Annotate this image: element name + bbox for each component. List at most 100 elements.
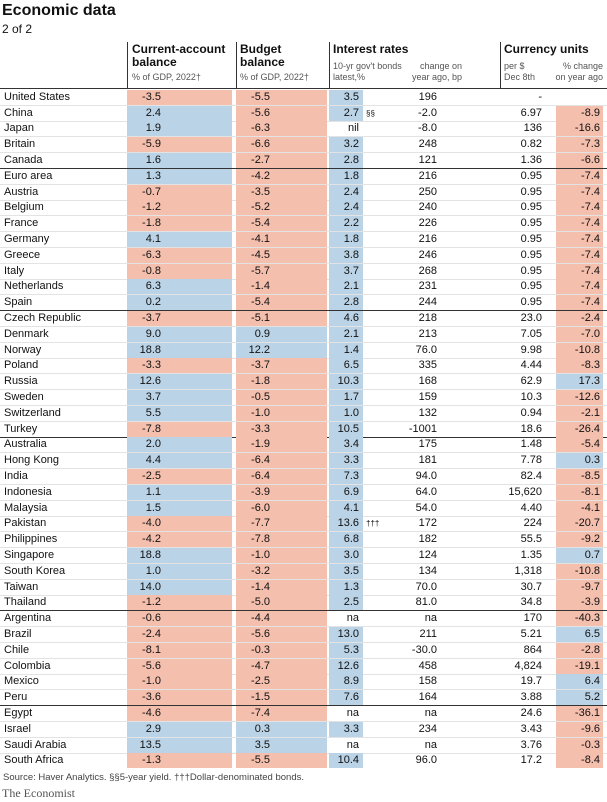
yield-change: 213 bbox=[418, 327, 437, 340]
per-dollar: 30.7 bbox=[520, 580, 542, 593]
country: Sweden bbox=[4, 391, 44, 403]
per-dollar: 0.94 bbox=[520, 406, 542, 419]
currency-change: -7.4 bbox=[556, 279, 603, 295]
current-account: -3.6 bbox=[127, 690, 232, 706]
row-rule bbox=[0, 626, 607, 628]
country: Philippines bbox=[4, 533, 58, 546]
country: Turkey bbox=[4, 422, 38, 435]
row-rule bbox=[0, 294, 607, 296]
per-dollar: 1.35 bbox=[520, 549, 542, 561]
currency-change: 0.3 bbox=[556, 453, 603, 469]
per-dollar: 7.05 bbox=[520, 327, 542, 340]
currency-change: -7.4 bbox=[556, 247, 603, 263]
currency-change: -16.6 bbox=[556, 121, 603, 137]
current-account: 2.9 bbox=[127, 721, 232, 737]
yield-change: -30.0 bbox=[411, 643, 437, 656]
current-account: 18.8 bbox=[127, 548, 232, 563]
yield-change: 81.0 bbox=[415, 596, 437, 609]
current-account: 2.4 bbox=[127, 105, 232, 121]
current-account: -6.3 bbox=[127, 247, 232, 263]
yield-change: 70.0 bbox=[415, 580, 437, 593]
current-account: -2.4 bbox=[127, 627, 232, 642]
budget-balance: -5.4 bbox=[236, 216, 327, 232]
row-rule bbox=[0, 262, 607, 264]
currency-change: -9.2 bbox=[556, 532, 603, 548]
row-rule bbox=[0, 104, 607, 106]
budget-balance: -5.4 bbox=[236, 295, 327, 311]
per-dollar: 224 bbox=[523, 517, 542, 530]
row-rule bbox=[0, 657, 607, 659]
publisher: The Economist bbox=[2, 786, 75, 800]
bond-yield: 2.4 bbox=[329, 184, 363, 200]
currency-change: -8.9 bbox=[556, 105, 603, 121]
yield-change: 96.0 bbox=[415, 754, 437, 767]
title: Economic data bbox=[2, 2, 116, 19]
budget-balance: -6.4 bbox=[236, 469, 327, 484]
bond-yield: 4.6 bbox=[329, 311, 363, 326]
country: Britain bbox=[4, 138, 36, 151]
row-rule bbox=[0, 389, 607, 391]
per-dollar: 3.76 bbox=[520, 738, 542, 751]
country: Taiwan bbox=[4, 580, 39, 593]
country: China bbox=[4, 106, 33, 119]
current-account: 1.5 bbox=[127, 500, 232, 516]
per-dollar: 4.40 bbox=[520, 501, 542, 514]
row-rule bbox=[0, 231, 607, 233]
column-unit: 10-yr gov't bonds latest,% bbox=[333, 61, 402, 82]
yield-change: 168 bbox=[418, 375, 437, 388]
bond-yield: 10.5 bbox=[329, 421, 363, 437]
yield-change: -1001 bbox=[408, 422, 437, 435]
country: Saudi Arabia bbox=[4, 738, 67, 751]
per-dollar: 0.95 bbox=[520, 201, 542, 214]
per-dollar: 0.95 bbox=[520, 296, 542, 309]
budget-balance: -5.2 bbox=[236, 200, 327, 216]
column-unit: change on year ago, bp bbox=[411, 61, 462, 82]
group-rule bbox=[0, 610, 607, 612]
currency-change: -0.3 bbox=[556, 737, 603, 753]
yield-change: 244 bbox=[418, 296, 437, 309]
current-account: 3.7 bbox=[127, 390, 232, 405]
current-account: -1.8 bbox=[127, 216, 232, 232]
bond-yield: 2.2 bbox=[329, 216, 363, 232]
bond-yield: 1.7 bbox=[329, 390, 363, 405]
yield-change: 216 bbox=[418, 169, 437, 182]
budget-balance: -2.7 bbox=[236, 153, 327, 168]
budget-balance: -5.0 bbox=[236, 595, 327, 611]
column-title: Currency units bbox=[504, 42, 589, 56]
bond-yield: 7.6 bbox=[329, 690, 363, 706]
current-account: 4.4 bbox=[127, 453, 232, 469]
current-account: 5.5 bbox=[127, 405, 232, 421]
row-rule bbox=[0, 183, 607, 185]
currency-change: -6.6 bbox=[556, 153, 603, 168]
country: Japan bbox=[4, 122, 34, 135]
country: Germany bbox=[4, 233, 50, 245]
row-rule bbox=[0, 736, 607, 738]
currency-change: -7.4 bbox=[556, 295, 603, 311]
per-dollar: 34.8 bbox=[520, 596, 542, 609]
currency-change: -9.7 bbox=[556, 579, 603, 595]
budget-balance: -6.3 bbox=[236, 121, 327, 137]
budget-balance: -0.5 bbox=[236, 390, 327, 405]
bond-yield: 2.7 bbox=[329, 105, 363, 121]
bond-yield: 2.1 bbox=[329, 279, 363, 295]
row-rule bbox=[0, 247, 607, 248]
yield-change: 121 bbox=[418, 154, 437, 166]
country: Belgium bbox=[4, 201, 44, 214]
bond-yield: nil bbox=[347, 122, 359, 135]
bond-yield: 1.8 bbox=[329, 168, 363, 184]
bond-yield: 3.0 bbox=[329, 548, 363, 563]
country: Canada bbox=[4, 154, 43, 166]
current-account: 1.6 bbox=[127, 153, 232, 168]
country: Spain bbox=[4, 296, 33, 309]
bond-yield: 1.8 bbox=[329, 232, 363, 247]
currency-change: -7.0 bbox=[556, 326, 603, 342]
current-account: -3.5 bbox=[127, 89, 232, 105]
per-dollar: 1.36 bbox=[520, 154, 542, 166]
row-rule bbox=[0, 405, 607, 406]
current-account: -0.8 bbox=[127, 263, 232, 279]
currency-change: -36.1 bbox=[556, 706, 603, 721]
country: Thailand bbox=[4, 596, 47, 609]
per-dollar: 10.3 bbox=[520, 391, 542, 403]
row-rule bbox=[0, 341, 607, 343]
